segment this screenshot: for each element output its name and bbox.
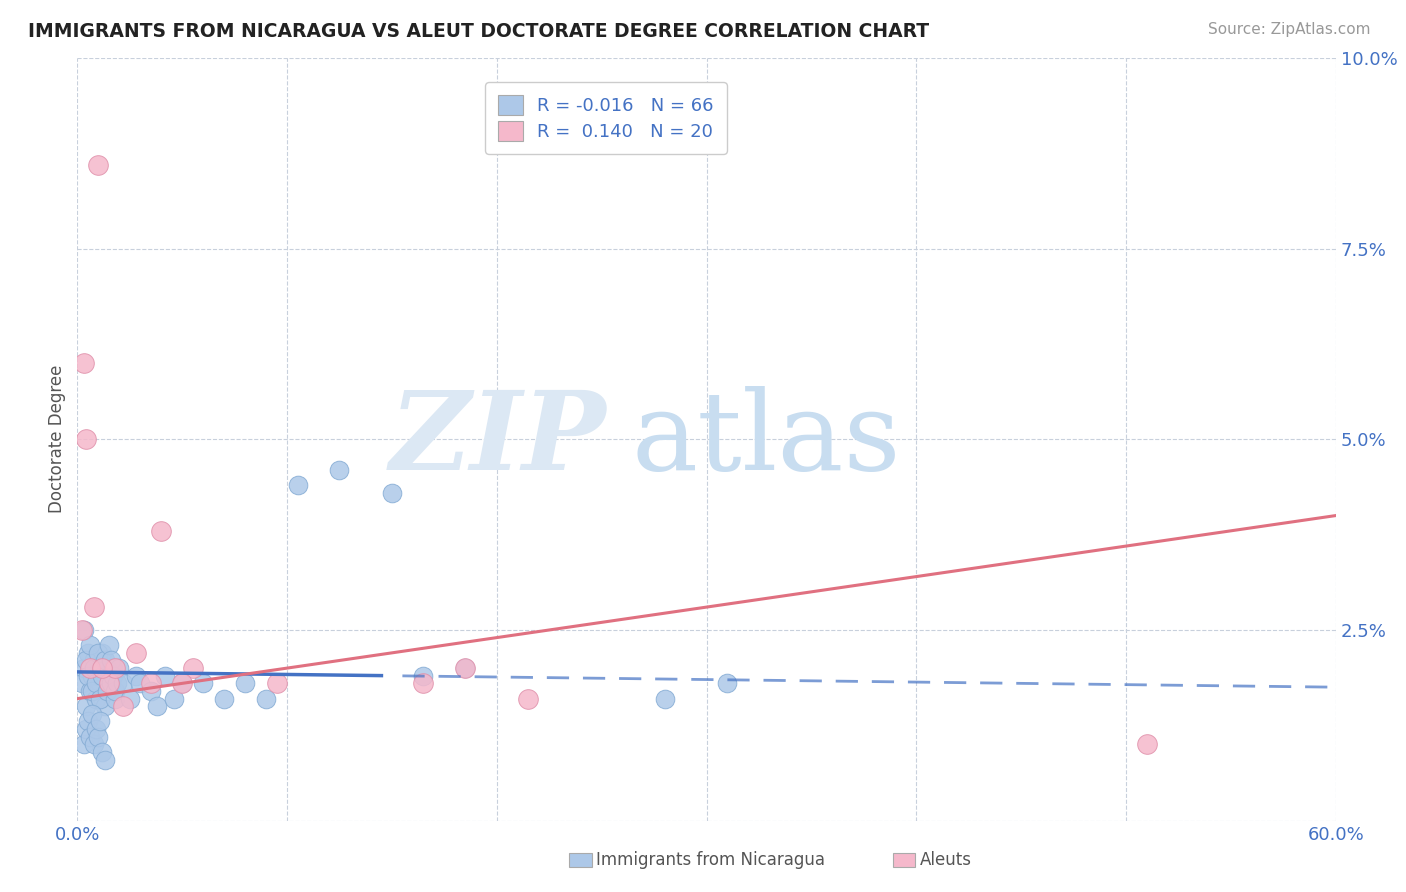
- Point: [212, 691, 235, 706]
- Point: [108, 661, 131, 675]
- Point: [100, 653, 122, 667]
- Point: [654, 691, 676, 706]
- Point: [155, 669, 177, 683]
- Point: [84, 676, 107, 690]
- Point: [87, 158, 110, 172]
- Point: [125, 646, 148, 660]
- Point: [112, 676, 135, 690]
- Point: [287, 478, 309, 492]
- Point: [100, 676, 122, 690]
- Point: [91, 745, 114, 759]
- Y-axis label: Doctorate Degree: Doctorate Degree: [48, 365, 66, 514]
- Point: [93, 699, 115, 714]
- Point: [129, 676, 152, 690]
- Point: [93, 653, 115, 667]
- Point: [89, 691, 111, 706]
- Point: [412, 669, 434, 683]
- Point: [76, 669, 98, 683]
- Text: Immigrants from Nicaragua: Immigrants from Nicaragua: [596, 851, 825, 869]
- Text: Source: ZipAtlas.com: Source: ZipAtlas.com: [1208, 22, 1371, 37]
- Point: [96, 661, 118, 675]
- Point: [254, 691, 277, 706]
- Point: [72, 737, 94, 751]
- Point: [72, 623, 94, 637]
- Text: ZIP: ZIP: [389, 385, 606, 493]
- Point: [172, 676, 194, 690]
- Point: [328, 463, 350, 477]
- Point: [76, 714, 98, 729]
- Point: [93, 753, 115, 767]
- Point: [101, 661, 124, 675]
- Point: [80, 706, 103, 721]
- Point: [97, 676, 120, 690]
- Point: [79, 638, 101, 652]
- Point: [84, 722, 107, 736]
- Point: [75, 653, 97, 667]
- Point: [87, 730, 110, 744]
- Text: Aleuts: Aleuts: [920, 851, 972, 869]
- Point: [79, 661, 101, 675]
- Point: [181, 661, 204, 675]
- Point: [118, 691, 141, 706]
- Point: [104, 691, 127, 706]
- Point: [70, 676, 93, 690]
- Point: [79, 684, 101, 698]
- Point: [233, 676, 256, 690]
- Point: [91, 669, 114, 683]
- Point: [83, 653, 105, 667]
- Point: [716, 676, 738, 690]
- Point: [97, 676, 120, 690]
- Point: [72, 661, 94, 675]
- Point: [163, 691, 186, 706]
- Point: [70, 623, 93, 637]
- Point: [83, 600, 105, 615]
- Point: [139, 676, 162, 690]
- Point: [105, 676, 128, 690]
- Point: [75, 433, 97, 447]
- Point: [191, 676, 215, 690]
- Point: [125, 669, 148, 683]
- Point: [91, 661, 114, 675]
- Point: [83, 737, 105, 751]
- Point: [1136, 737, 1159, 751]
- Point: [96, 684, 118, 698]
- Point: [75, 722, 97, 736]
- Point: [84, 691, 107, 706]
- Point: [104, 684, 127, 698]
- Point: [381, 485, 404, 500]
- Point: [150, 524, 173, 538]
- Point: [454, 661, 477, 675]
- Point: [139, 684, 162, 698]
- Text: IMMIGRANTS FROM NICARAGUA VS ALEUT DOCTORATE DEGREE CORRELATION CHART: IMMIGRANTS FROM NICARAGUA VS ALEUT DOCTO…: [28, 22, 929, 41]
- Point: [97, 638, 120, 652]
- Point: [79, 730, 101, 744]
- Point: [517, 691, 540, 706]
- Point: [454, 661, 477, 675]
- Point: [412, 676, 434, 690]
- Point: [87, 646, 110, 660]
- Point: [146, 699, 169, 714]
- Point: [91, 646, 114, 660]
- Point: [89, 714, 111, 729]
- Point: [101, 669, 124, 683]
- Point: [75, 699, 97, 714]
- Point: [266, 676, 288, 690]
- Point: [80, 684, 103, 698]
- Text: atlas: atlas: [631, 386, 901, 492]
- Point: [89, 676, 111, 690]
- Point: [172, 676, 194, 690]
- Point: [112, 699, 135, 714]
- Point: [72, 356, 94, 370]
- Legend: R = -0.016   N = 66, R =  0.140   N = 20: R = -0.016 N = 66, R = 0.140 N = 20: [485, 82, 727, 153]
- Point: [80, 669, 103, 683]
- Point: [83, 661, 105, 675]
- Point: [87, 661, 110, 675]
- Point: [104, 661, 127, 675]
- Point: [76, 646, 98, 660]
